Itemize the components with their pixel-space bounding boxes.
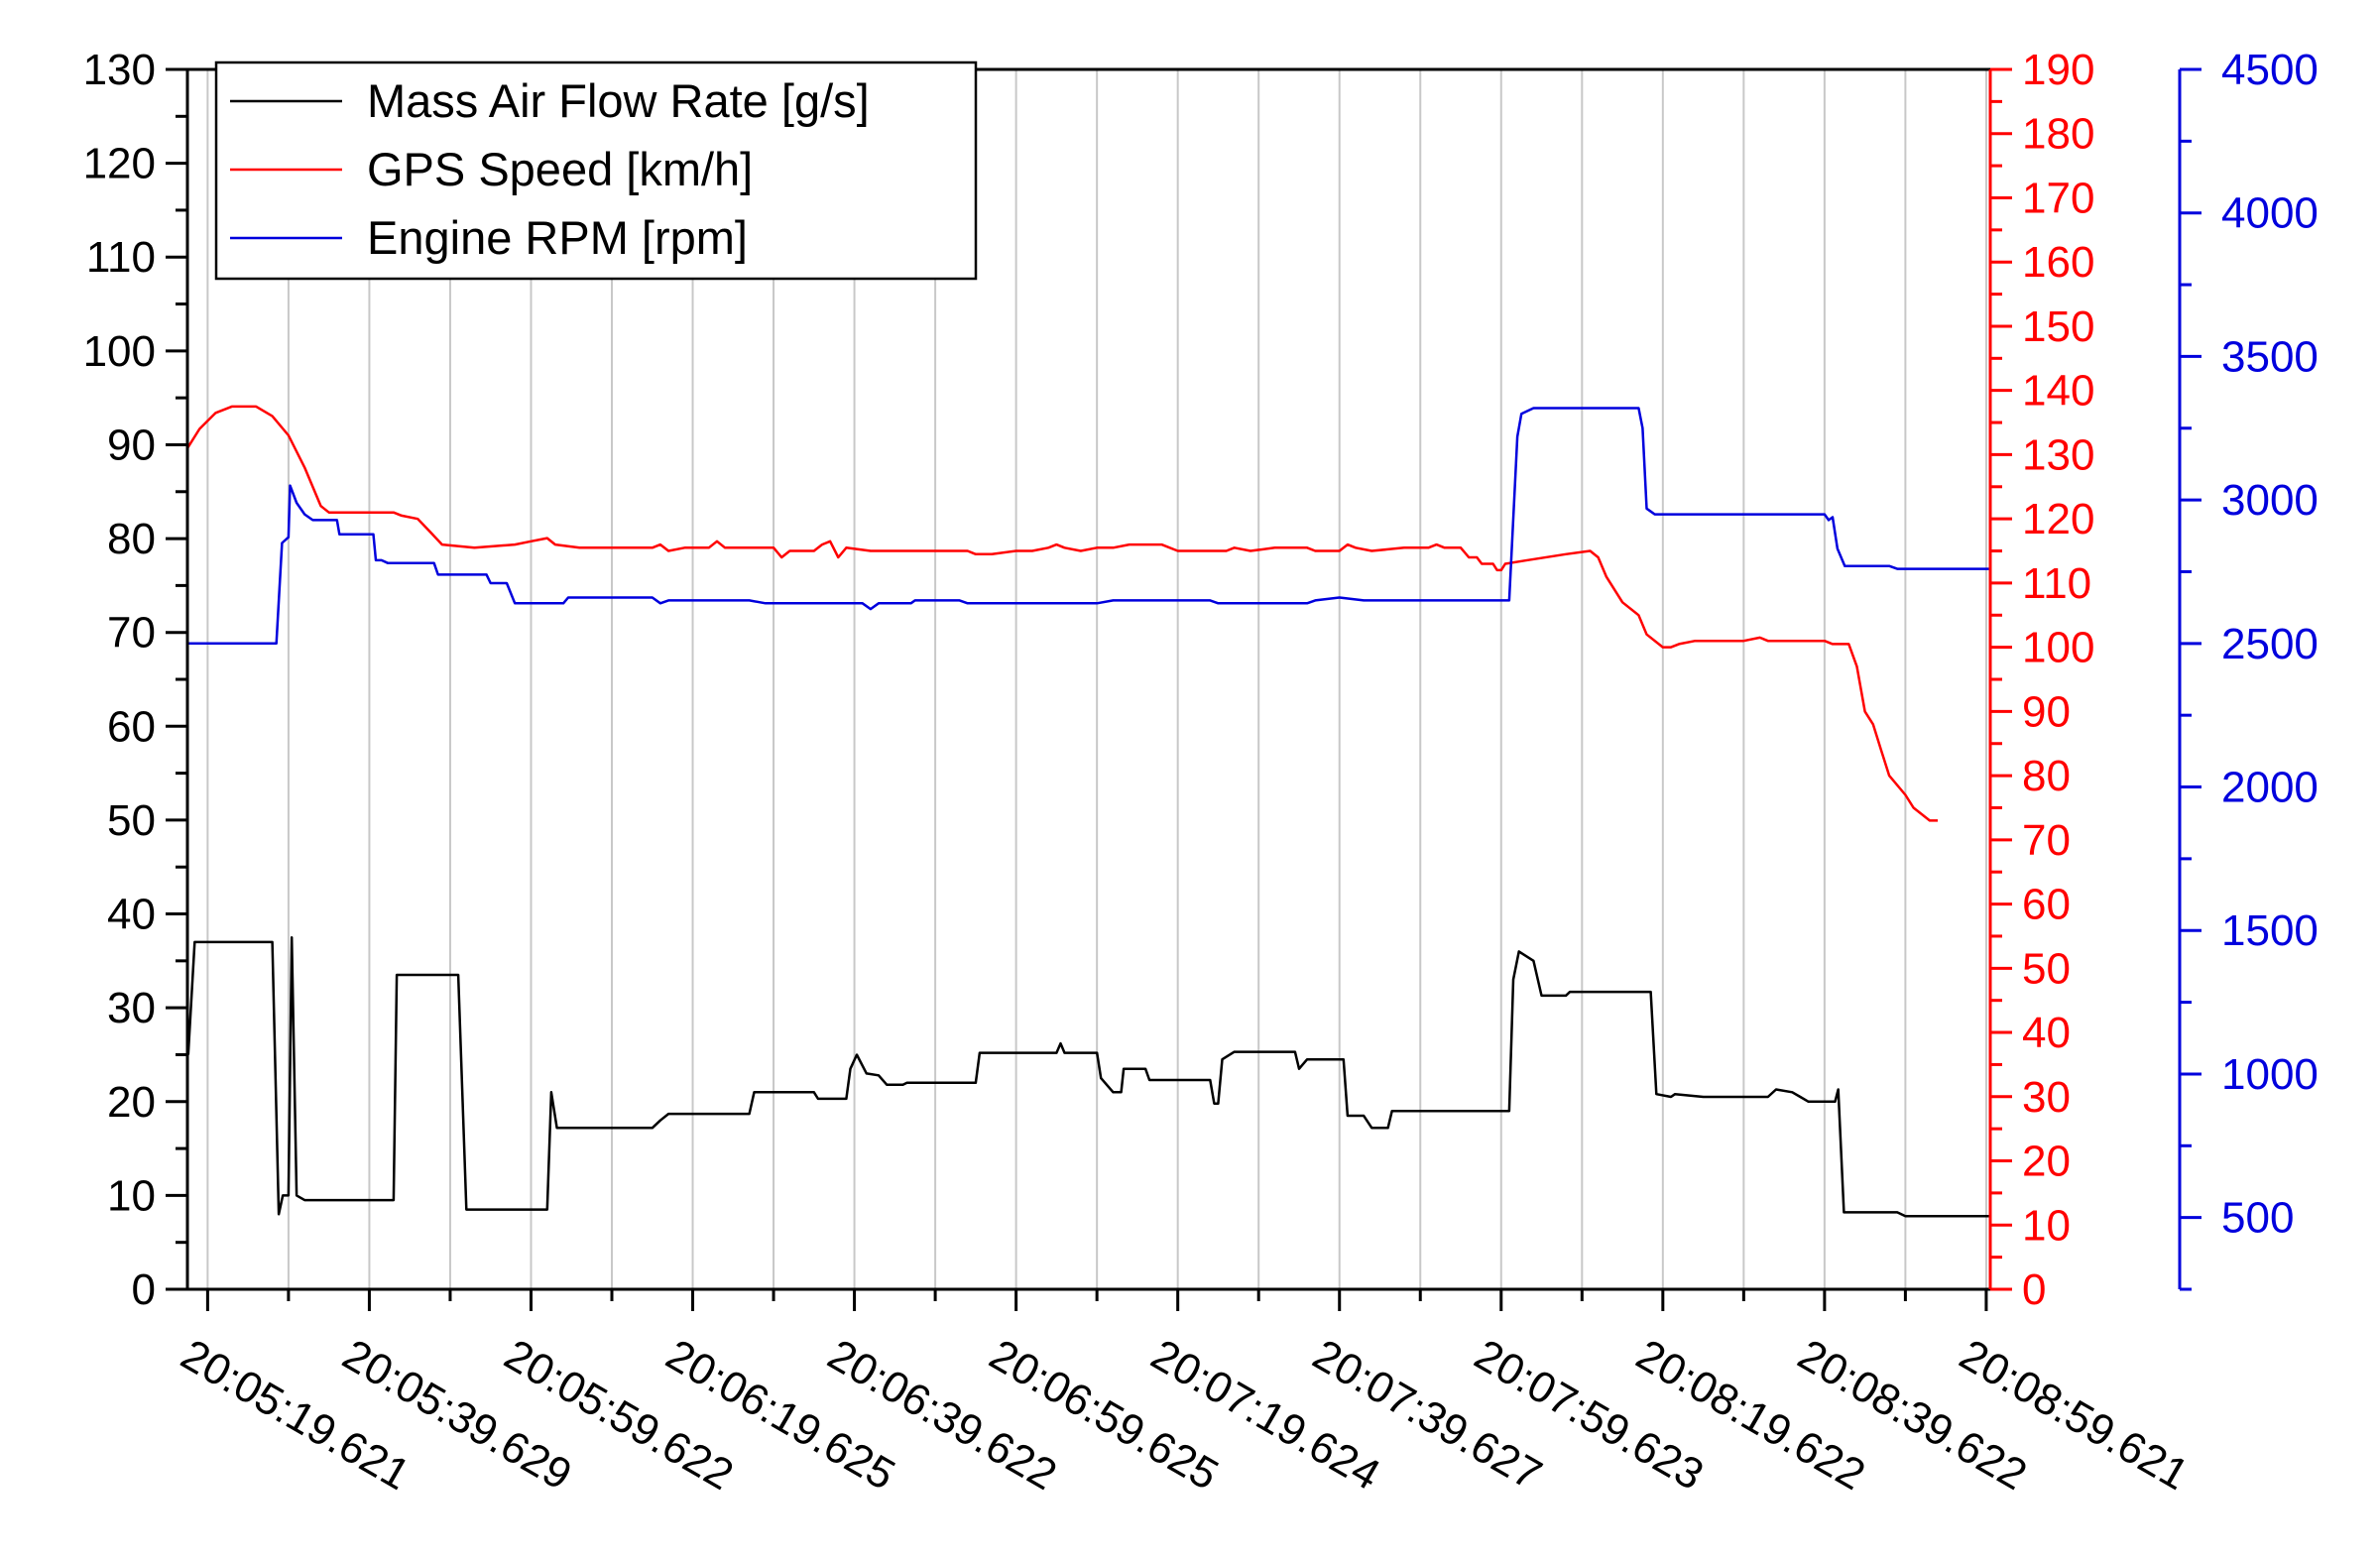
- rpm-tick-label: 500: [2221, 1194, 2294, 1243]
- speed-tick-label: 70: [2022, 816, 2071, 865]
- left-tick-label: 40: [107, 891, 156, 939]
- rpm-tick-label: 3500: [2221, 332, 2319, 381]
- series-line-3: [187, 407, 1990, 646]
- legend-label-3: Engine RPM [rpm]: [367, 211, 748, 264]
- speed-tick-label: 50: [2022, 944, 2071, 993]
- left-tick-label: 80: [107, 515, 156, 563]
- left-tick-label: 100: [83, 327, 156, 376]
- rpm-tick-label: 3000: [2221, 476, 2319, 525]
- speed-tick-label: 100: [2022, 624, 2094, 672]
- left-tick-label: 60: [107, 702, 156, 751]
- left-tick-label: 120: [83, 140, 156, 188]
- legend: Mass Air Flow Rate [g/s] GPS Speed [km/h]…: [214, 60, 978, 281]
- rpm-tick-label: 4000: [2221, 189, 2319, 238]
- speed-tick-label: 80: [2022, 752, 2071, 800]
- speed-tick-label: 110: [2022, 559, 2091, 608]
- left-tick-label: 70: [107, 609, 156, 658]
- left-tick-label: 10: [107, 1171, 156, 1220]
- rpm-tick-label: 1500: [2221, 906, 2319, 955]
- speed-tick-label: 20: [2022, 1138, 2071, 1186]
- rpm-tick-label: 2500: [2221, 620, 2319, 668]
- rpm-tick-label: 1000: [2221, 1050, 2319, 1099]
- speed-tick-label: 180: [2022, 110, 2094, 159]
- speed-tick-label: 30: [2022, 1073, 2071, 1122]
- speed-tick-label: 60: [2022, 881, 2071, 929]
- speed-tick-label: 190: [2022, 46, 2094, 94]
- speed-tick-label: 40: [2022, 1009, 2071, 1057]
- left-tick-label: 20: [107, 1078, 156, 1127]
- series-line-1: [186, 935, 1990, 1218]
- left-tick-label: 0: [132, 1265, 156, 1314]
- speed-tick-label: 10: [2022, 1201, 2071, 1250]
- left-tick-label: 110: [86, 233, 156, 282]
- speed-tick-label: 130: [2022, 430, 2094, 479]
- speed-tick-label: 0: [2022, 1265, 2046, 1314]
- rpm-tick-label: 2000: [2221, 764, 2319, 812]
- speed-tick-label: 90: [2022, 687, 2071, 736]
- series-lines: [185, 405, 1990, 1218]
- speed-tick-label: 150: [2022, 302, 2094, 351]
- speed-tick-label: 160: [2022, 238, 2094, 287]
- legend-label-1: Mass Air Flow Rate [g/s]: [367, 74, 870, 127]
- left-tick-label: 30: [107, 984, 156, 1032]
- speed-tick-label: 170: [2022, 174, 2094, 222]
- left-tick-label: 90: [107, 421, 156, 469]
- speed-tick-label: 120: [2022, 495, 2094, 543]
- series-line-2: [185, 405, 1938, 822]
- legend-label-2: GPS Speed [km/h]: [367, 143, 753, 195]
- speed-tick-label: 140: [2022, 367, 2094, 416]
- rpm-tick-label: 4500: [2221, 46, 2319, 94]
- left-tick-label: 130: [83, 46, 156, 94]
- legend-box: [214, 60, 978, 281]
- left-tick-label: 50: [107, 796, 156, 845]
